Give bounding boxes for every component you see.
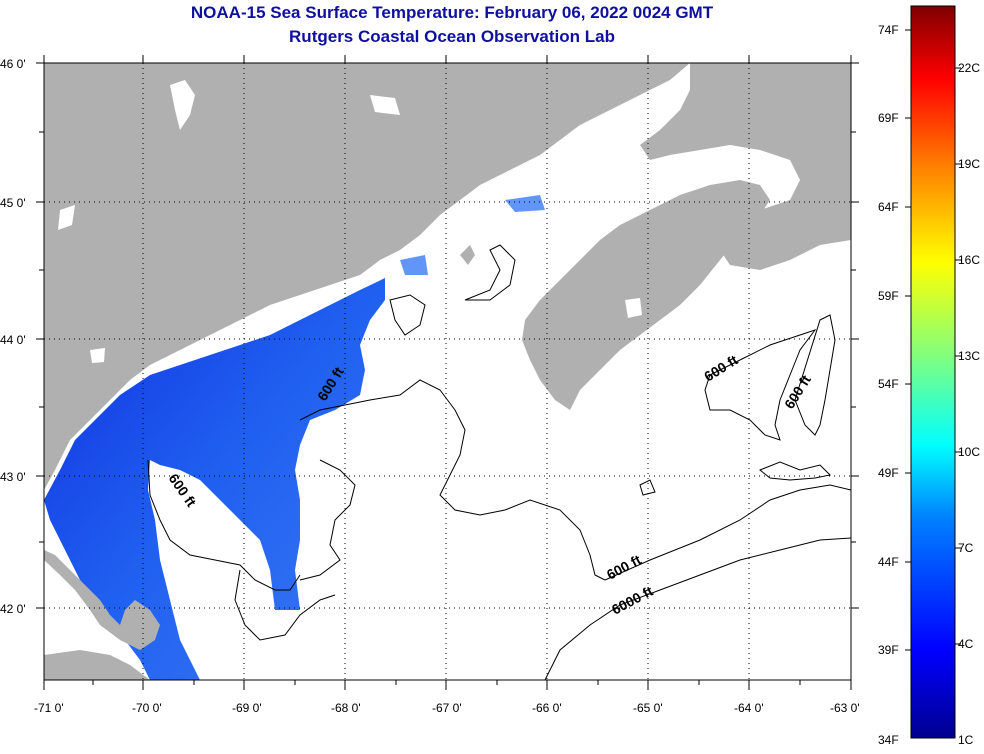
contour-line: [389, 294, 426, 336]
contour-line: [234, 569, 336, 641]
colorbar: [910, 5, 956, 739]
contour-line: [704, 329, 817, 441]
lon-tick-label: -69 0': [232, 701, 262, 715]
lat-tick-label: 46 0': [0, 57, 26, 71]
lake: [58, 205, 75, 230]
lake: [370, 95, 400, 115]
lat-tick-label: 42 0': [0, 602, 26, 616]
land-south-coast: [44, 650, 150, 680]
lon-tick-label: -70 0': [132, 701, 162, 715]
contour-line: [544, 537, 851, 680]
lon-tick-label: -67 0': [432, 701, 462, 715]
colorbar-f-label: 44F: [878, 555, 899, 569]
map-border: [43, 62, 852, 681]
land-new-brunswick: [640, 63, 851, 270]
colorbar-ticks: [905, 29, 961, 651]
lake: [90, 348, 105, 363]
lon-tick-label: -65 0': [633, 701, 663, 715]
colorbar-f-label: 59F: [878, 289, 899, 303]
contour-line: [147, 459, 301, 591]
contour-line: [464, 244, 516, 301]
contour-line: [639, 479, 656, 496]
colorbar-f-label: 54F: [878, 377, 899, 391]
land-nova-scotia: [522, 180, 770, 410]
contour-line: [299, 459, 356, 581]
lon-tick-label: -71 0': [34, 701, 64, 715]
sst-data-patch: [400, 255, 428, 275]
colorbar-f-label: 49F: [878, 466, 899, 480]
lon-tick-label: -68 0': [331, 701, 361, 715]
contour-line: [794, 314, 836, 436]
sst-data-coastal: [44, 278, 385, 680]
colorbar-c-label: 16C: [958, 253, 980, 267]
colorbar-c-label: 19C: [958, 157, 980, 171]
colorbar-c-label: 4C: [958, 637, 974, 651]
sst-data-patch: [505, 195, 545, 212]
axis-ticks: [36, 55, 859, 690]
land-grand-manan: [460, 245, 475, 265]
colorbar-c-labels: 22C 19C 16C 13C 10C 7C 4C 1C: [958, 61, 980, 747]
contour-line: [299, 379, 606, 581]
colorbar-c-label: 13C: [958, 349, 980, 363]
lake: [625, 298, 642, 318]
lat-tick-label: 45 0': [0, 196, 26, 210]
colorbar-f-labels: 74F 69F 64F 59F 54F 49F 44F 39F 34F: [878, 23, 899, 747]
lon-tick-labels: -71 0' -70 0' -69 0' -68 0' -67 0' -66 0…: [34, 701, 860, 715]
colorbar-c-label: 22C: [958, 61, 980, 75]
colorbar-c-label: 10C: [958, 445, 980, 459]
lat-tick-label: 43 0': [0, 470, 26, 484]
contour-line: [759, 461, 832, 481]
lat-tick-label: 44 0': [0, 333, 26, 347]
colorbar-f-label: 69F: [878, 111, 899, 125]
lon-tick-label: -64 0': [734, 701, 764, 715]
colorbar-c-label: 1C: [958, 733, 974, 747]
land-cape-cod: [44, 550, 160, 650]
lake: [170, 80, 195, 130]
contour-line: [604, 484, 851, 581]
colorbar-f-label: 64F: [878, 200, 899, 214]
colorbar-f-label: 34F: [878, 733, 899, 747]
map-subtitle: Rutgers Coastal Ocean Observation Lab: [289, 27, 615, 46]
bathymetry-contours: [147, 244, 851, 680]
land-new-england: [44, 63, 690, 490]
map-title: NOAA-15 Sea Surface Temperature: Februar…: [190, 3, 714, 22]
lon-tick-label: -66 0': [532, 701, 562, 715]
colorbar-f-label: 39F: [878, 643, 899, 657]
colorbar-c-label: 7C: [958, 541, 974, 555]
lon-tick-label: -63 0': [830, 701, 860, 715]
lat-tick-labels: 46 0' 45 0' 44 0' 43 0' 42 0': [0, 57, 26, 616]
colorbar-f-label: 74F: [878, 23, 899, 37]
